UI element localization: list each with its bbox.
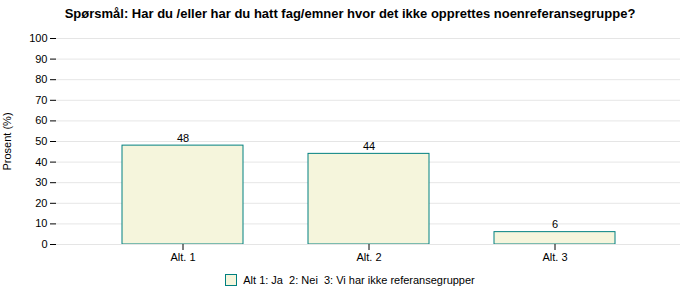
svg-text:30: 30: [35, 176, 47, 188]
svg-text:70: 70: [35, 94, 47, 106]
svg-text:50: 50: [35, 135, 47, 147]
svg-text:10: 10: [35, 217, 47, 229]
html-text:Alt 1: Ja 2: Nei 3: Vi har ikk: Alt 1: Ja 2: Nei 3: Vi har ikke referans…: [243, 274, 475, 286]
svg-text:Alt. 1: Alt. 1: [170, 251, 195, 263]
svg-text:100: 100: [29, 32, 47, 44]
svg-text:Alt. 3: Alt. 3: [542, 251, 567, 263]
svg-text:Prosent (%): Prosent (%): [1, 112, 13, 170]
svg-text:44: 44: [363, 140, 375, 152]
svg-text:20: 20: [35, 197, 47, 209]
svg-text:48: 48: [177, 132, 189, 144]
svg-text:90: 90: [35, 53, 47, 65]
html-text:Spørsmål: Har du /eller har du: Spørsmål: Har du /eller har du hatt fag/…: [64, 6, 636, 21]
svg-text:60: 60: [35, 114, 47, 126]
svg-text:6: 6: [552, 218, 558, 230]
svg-text:0: 0: [41, 238, 47, 250]
svg-text:80: 80: [35, 73, 47, 85]
svg-text:40: 40: [35, 156, 47, 168]
svg-text:Alt. 2: Alt. 2: [356, 251, 381, 263]
